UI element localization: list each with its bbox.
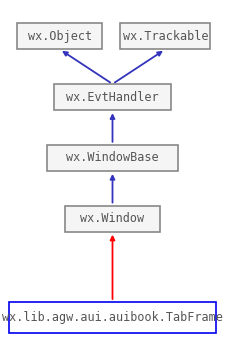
Text: wx.Object: wx.Object [27,30,92,43]
Text: wx.lib.agw.aui.auibook.TabFrame: wx.lib.agw.aui.auibook.TabFrame [2,311,223,324]
FancyBboxPatch shape [9,302,216,333]
Text: wx.WindowBase: wx.WindowBase [66,151,159,164]
Text: wx.EvtHandler: wx.EvtHandler [66,91,159,104]
Text: wx.Window: wx.Window [81,212,144,225]
FancyBboxPatch shape [17,24,102,50]
FancyBboxPatch shape [65,205,160,232]
Text: wx.Trackable: wx.Trackable [123,30,208,43]
FancyBboxPatch shape [54,84,171,110]
FancyBboxPatch shape [120,24,210,50]
FancyBboxPatch shape [47,145,178,171]
